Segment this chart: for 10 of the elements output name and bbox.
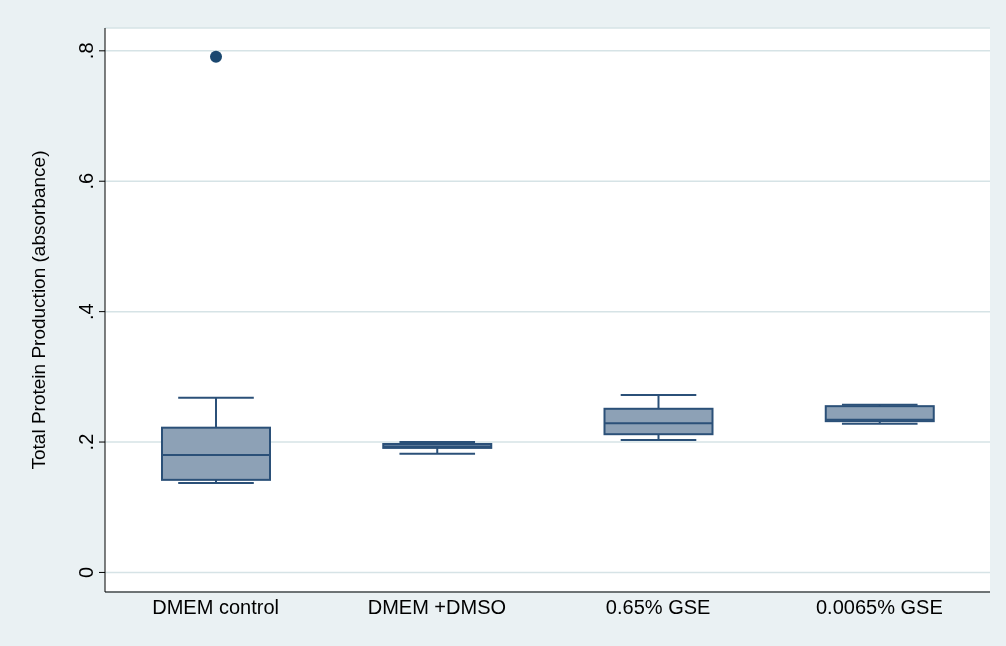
y-tick-label: .8 — [75, 42, 97, 60]
y-tick-label: .4 — [75, 303, 97, 320]
y-tick-label: 0 — [75, 566, 97, 578]
y-axis-title: Total Protein Production (absorbance) — [27, 150, 49, 470]
x-tick-label: DMEM +DMSO — [367, 596, 507, 619]
y-tick-label: .2 — [75, 433, 97, 451]
y-tick-label: .6 — [75, 172, 97, 190]
x-tick-label: DMEM control — [152, 596, 279, 619]
x-tick-label: 0.65% GSE — [605, 596, 711, 619]
x-tick-label: 0.0065% GSE — [816, 596, 943, 619]
